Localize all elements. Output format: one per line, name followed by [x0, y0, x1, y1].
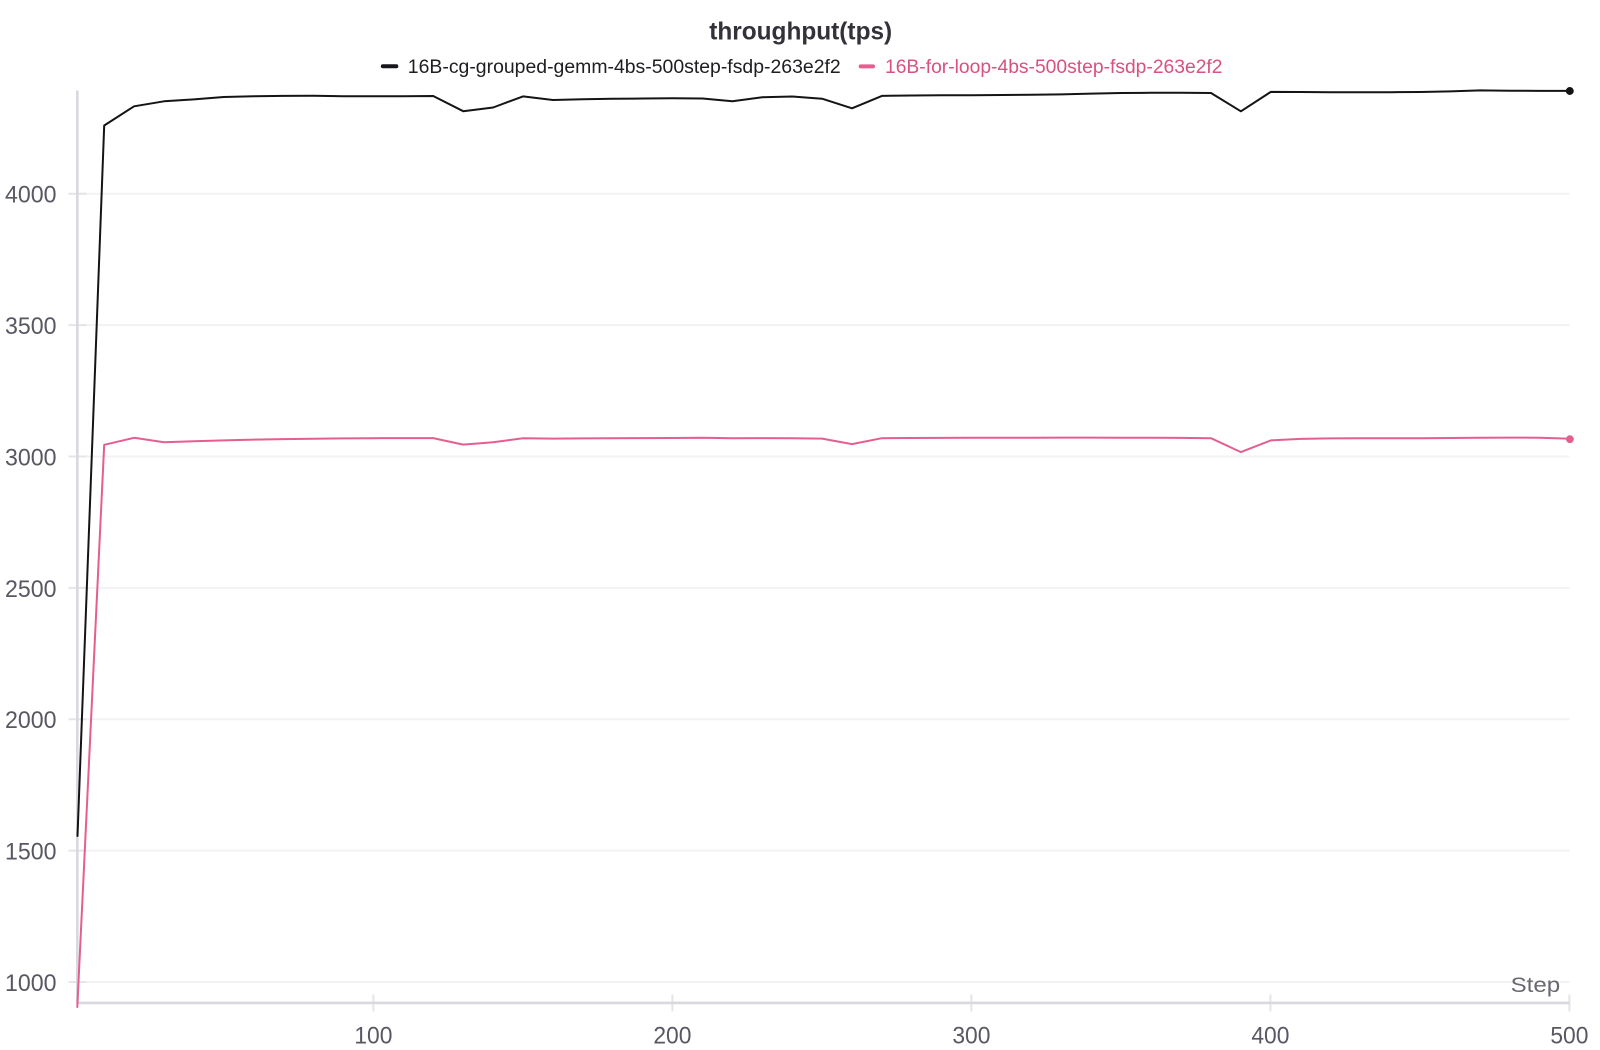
- svg-text:4000: 4000: [5, 182, 57, 209]
- svg-text:400: 400: [1251, 1023, 1289, 1050]
- svg-text:100: 100: [354, 1023, 392, 1050]
- svg-text:throughput(tps): throughput(tps): [709, 18, 892, 46]
- svg-text:16B-cg-grouped-gemm-4bs-500ste: 16B-cg-grouped-gemm-4bs-500step-fsdp-263…: [408, 57, 841, 78]
- svg-text:1500: 1500: [5, 839, 57, 866]
- svg-text:3000: 3000: [5, 444, 57, 471]
- svg-text:3500: 3500: [5, 313, 57, 340]
- svg-text:300: 300: [952, 1023, 990, 1050]
- svg-text:Step: Step: [1511, 973, 1561, 997]
- svg-text:2500: 2500: [5, 576, 57, 603]
- svg-text:200: 200: [653, 1023, 691, 1050]
- svg-text:2000: 2000: [5, 707, 57, 734]
- svg-text:1000: 1000: [5, 970, 57, 997]
- svg-text:16B-for-loop-4bs-500step-fsdp-: 16B-for-loop-4bs-500step-fsdp-263e2f2: [885, 57, 1223, 78]
- svg-text:500: 500: [1550, 1023, 1588, 1050]
